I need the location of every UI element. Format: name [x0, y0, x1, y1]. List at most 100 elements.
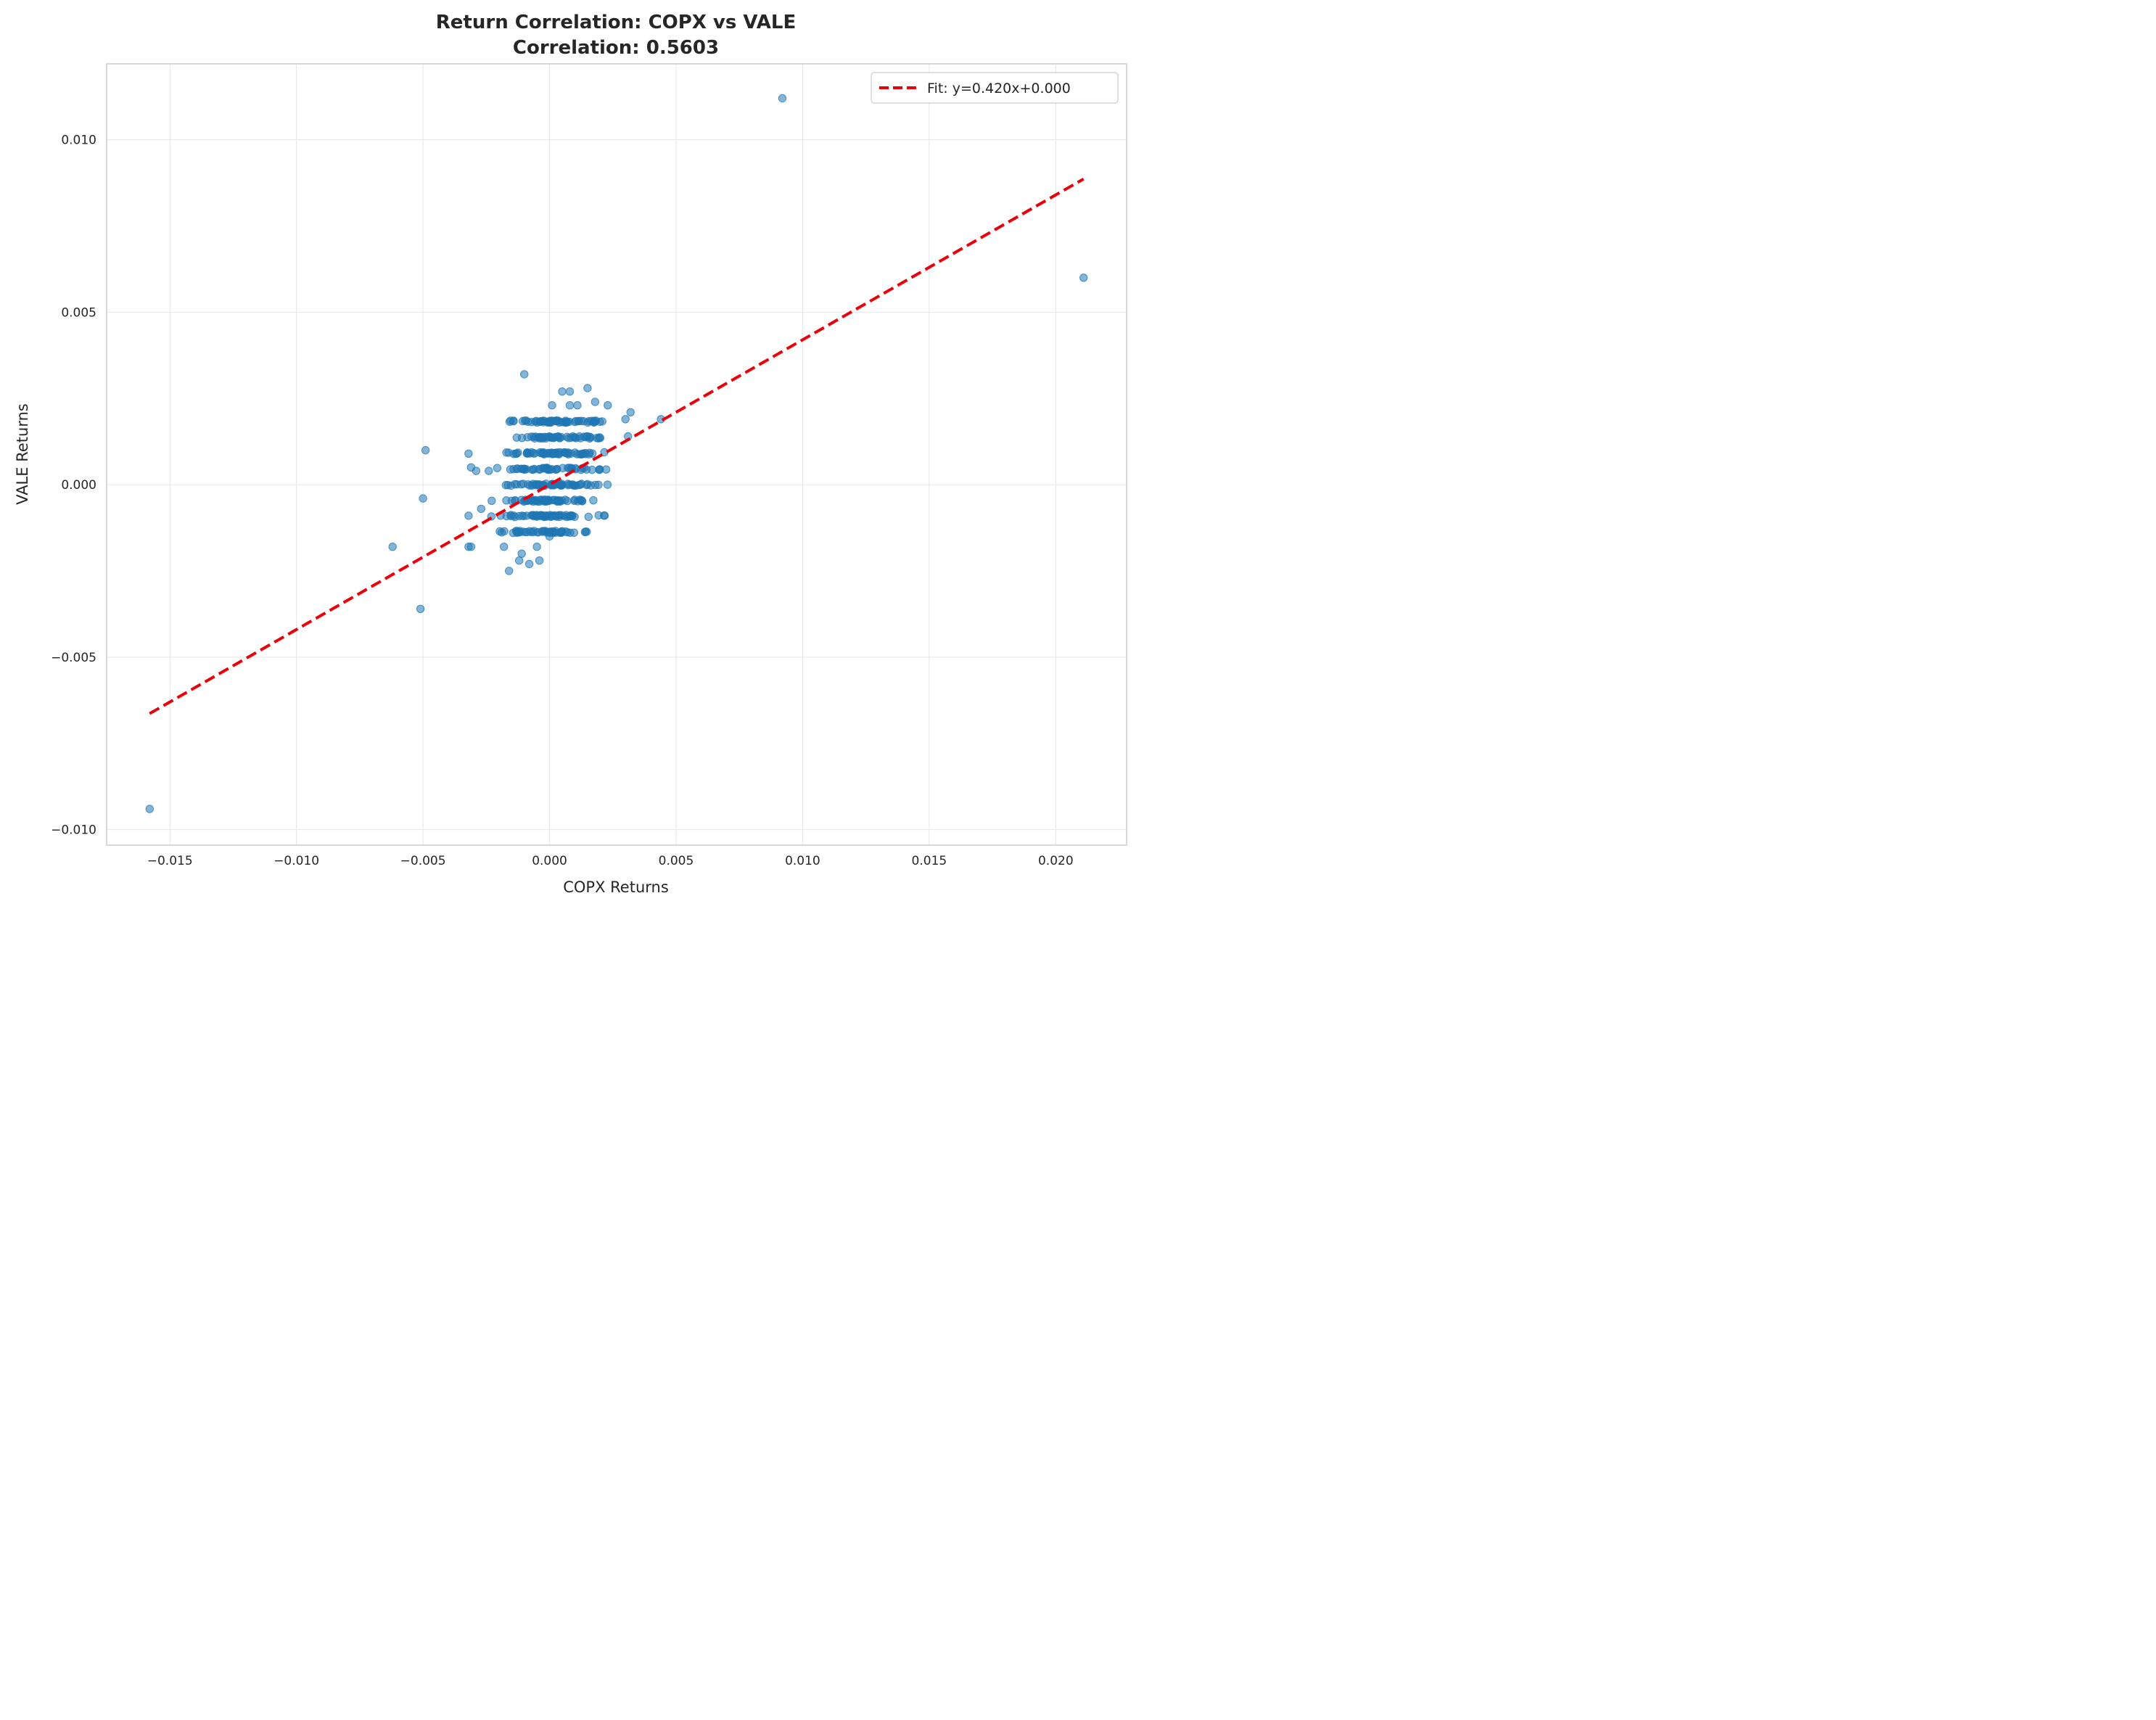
data-point: [502, 511, 511, 521]
data-point: [523, 448, 532, 457]
data-point: [563, 528, 572, 537]
data-point: [546, 512, 555, 522]
data-point: [464, 511, 473, 520]
data-point: [548, 401, 556, 410]
data-point: [563, 496, 572, 506]
data-point: [542, 432, 551, 442]
data-point: [505, 567, 514, 575]
data-point: [561, 511, 571, 519]
data-point: [523, 433, 532, 442]
data-point: [565, 387, 575, 396]
data-point: [583, 432, 592, 441]
data-point: [621, 415, 630, 424]
data-point: [145, 805, 155, 813]
data-point: [570, 512, 579, 522]
data-point: [778, 94, 787, 103]
data-point: [517, 549, 526, 558]
data-point: [477, 504, 485, 514]
data-point: [472, 466, 481, 475]
data-point: [589, 496, 598, 505]
data-point: [500, 543, 509, 551]
x-tick-label: −0.005: [400, 854, 446, 868]
data-point: [558, 387, 567, 396]
data-point: [556, 481, 565, 490]
data-point: [534, 528, 543, 537]
y-tick-label: 0.000: [61, 478, 96, 493]
plot-border: [106, 63, 1127, 846]
x-tick-label: 0.000: [532, 854, 567, 868]
data-point: [519, 480, 527, 488]
data-point: [556, 448, 565, 457]
data-point: [572, 416, 580, 426]
data-point: [514, 448, 522, 457]
data-point: [603, 480, 612, 489]
data-point: [564, 464, 572, 472]
data-point: [594, 434, 603, 443]
data-point: [524, 559, 534, 569]
data-point: [591, 398, 599, 406]
x-tick-label: 0.020: [1038, 854, 1074, 868]
chart-subtitle: Correlation: 0.5603: [513, 37, 719, 59]
chart-title: Return Correlation: COPX vs VALE: [436, 12, 796, 33]
legend-box: [871, 72, 1119, 104]
data-point: [532, 480, 540, 489]
data-point: [543, 418, 552, 427]
data-point: [502, 448, 511, 457]
y-axis-label: VALE Returns: [14, 403, 31, 505]
data-point: [1079, 273, 1088, 282]
data-point: [548, 450, 556, 458]
data-point: [520, 416, 530, 425]
x-tick-label: 0.010: [785, 854, 820, 868]
plot-area: [107, 64, 1127, 845]
data-point: [518, 511, 527, 520]
data-point: [532, 418, 542, 427]
legend: Fit: y=0.420x+0.000: [871, 72, 1119, 104]
fit-line-group: [149, 177, 1085, 715]
data-point: [552, 416, 561, 426]
data-point: [570, 496, 579, 506]
y-tick-label: −0.010: [51, 823, 96, 838]
data-point: [570, 481, 579, 490]
fit-line: [149, 177, 1085, 715]
x-tick-labels: −0.015 −0.010 −0.005 0.000 0.005 0.010 0.015 0.…: [147, 854, 1074, 868]
y-tick-label: 0.010: [61, 133, 96, 148]
data-point: [512, 433, 521, 442]
data-point: [529, 497, 538, 506]
data-point: [532, 543, 541, 551]
data-point: [584, 512, 593, 522]
y-tick-labels: −0.010 −0.005 0.000 0.005 0.010: [51, 133, 96, 838]
data-point: [485, 466, 493, 475]
data-point: [416, 604, 425, 613]
x-axis-label: COPX Returns: [563, 878, 669, 896]
data-point: [583, 418, 592, 427]
scatter-chart: Return Correlation: COPX vs VALE Correla…: [14, 12, 1127, 896]
data-point: [509, 511, 518, 520]
y-tick-label: −0.005: [51, 651, 96, 665]
data-point: [535, 556, 544, 565]
x-tick-label: 0.015: [912, 854, 947, 868]
data-point: [565, 401, 575, 410]
x-tick-label: −0.015: [147, 854, 193, 868]
data-point: [509, 416, 518, 425]
data-point: [493, 464, 502, 472]
data-point: [419, 494, 427, 503]
x-tick-label: −0.010: [273, 854, 319, 868]
x-tick-label: 0.005: [659, 854, 694, 868]
data-point: [388, 543, 397, 551]
data-point: [515, 556, 524, 565]
data-point: [535, 511, 544, 520]
data-point: [421, 445, 430, 455]
data-point: [540, 464, 550, 472]
data-point: [596, 465, 604, 474]
data-point: [555, 511, 564, 519]
data-point: [501, 481, 511, 490]
data-point: [507, 496, 517, 505]
legend-fit-label: Fit: y=0.420x+0.000: [927, 81, 1071, 96]
data-point: [591, 416, 601, 425]
data-point: [530, 449, 539, 458]
data-point: [626, 408, 635, 416]
data-point: [604, 401, 612, 410]
data-point: [513, 464, 522, 474]
data-point: [581, 527, 590, 536]
y-tick-label: 0.005: [61, 305, 96, 320]
